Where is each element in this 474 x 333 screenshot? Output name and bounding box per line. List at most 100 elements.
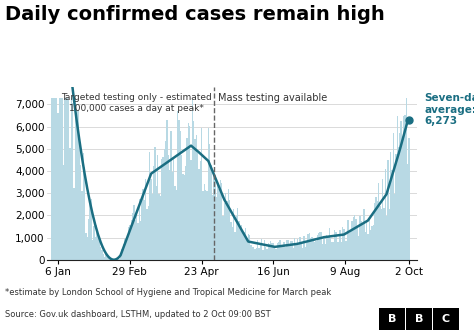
Bar: [200, 161, 201, 260]
Bar: [325, 244, 326, 260]
Bar: [261, 239, 262, 260]
Bar: [228, 189, 229, 260]
Bar: [105, 253, 107, 260]
Bar: [258, 248, 260, 260]
Bar: [125, 240, 127, 260]
Bar: [216, 197, 217, 260]
Bar: [213, 170, 214, 260]
Bar: [206, 191, 208, 260]
Bar: [361, 221, 362, 260]
Bar: [253, 247, 254, 260]
Bar: [318, 233, 319, 260]
Bar: [274, 248, 275, 260]
Bar: [168, 155, 169, 260]
Bar: [286, 239, 287, 260]
Bar: [297, 239, 298, 260]
Bar: [409, 138, 410, 260]
Bar: [210, 165, 212, 260]
Bar: [238, 221, 239, 260]
Bar: [384, 169, 386, 260]
Bar: [107, 255, 108, 260]
Bar: [290, 241, 292, 260]
Bar: [246, 240, 247, 260]
Bar: [245, 228, 246, 260]
Bar: [351, 221, 353, 260]
Bar: [109, 258, 110, 260]
Bar: [118, 258, 120, 260]
Bar: [356, 228, 358, 260]
Bar: [117, 259, 118, 260]
Bar: [339, 230, 341, 260]
Bar: [60, 98, 61, 260]
Bar: [264, 240, 265, 260]
Bar: [181, 155, 182, 260]
Bar: [382, 179, 383, 260]
Bar: [345, 241, 346, 260]
Bar: [401, 121, 402, 260]
Bar: [212, 195, 213, 260]
Bar: [363, 209, 365, 260]
Bar: [390, 152, 391, 260]
Bar: [280, 240, 281, 260]
Bar: [87, 237, 88, 260]
Bar: [311, 237, 313, 260]
Bar: [163, 158, 164, 260]
Bar: [257, 240, 258, 260]
Bar: [406, 98, 407, 260]
Bar: [349, 233, 350, 260]
Bar: [302, 248, 303, 260]
Bar: [88, 219, 89, 260]
Bar: [273, 243, 274, 260]
Bar: [95, 237, 96, 260]
Bar: [255, 248, 257, 260]
Bar: [399, 133, 401, 260]
Bar: [341, 242, 342, 260]
Bar: [285, 246, 286, 260]
Bar: [158, 194, 160, 260]
Bar: [387, 160, 389, 260]
Bar: [100, 247, 101, 260]
Bar: [101, 250, 102, 260]
Bar: [222, 216, 224, 260]
Bar: [209, 144, 210, 260]
Bar: [219, 180, 221, 260]
Text: B: B: [415, 314, 423, 324]
Bar: [128, 226, 129, 260]
Bar: [51, 98, 52, 260]
Bar: [208, 128, 209, 260]
Bar: [350, 232, 351, 260]
Bar: [267, 242, 269, 260]
Bar: [386, 216, 387, 260]
Bar: [161, 159, 163, 260]
Bar: [146, 209, 148, 260]
Bar: [65, 98, 67, 260]
Bar: [156, 186, 157, 260]
Bar: [136, 215, 137, 260]
Bar: [123, 244, 124, 260]
Bar: [143, 189, 144, 260]
Bar: [104, 257, 105, 260]
Bar: [241, 225, 242, 260]
Bar: [373, 225, 374, 260]
Bar: [77, 110, 79, 260]
Bar: [398, 147, 399, 260]
Bar: [59, 98, 60, 260]
Bar: [230, 222, 232, 260]
Bar: [169, 169, 171, 260]
Bar: [362, 224, 363, 260]
Bar: [82, 153, 84, 260]
Bar: [328, 228, 330, 260]
Bar: [54, 98, 55, 260]
Bar: [52, 98, 54, 260]
Bar: [188, 123, 189, 260]
Text: *estimate by London School of Hygiene and Tropical Medicine for March peak: *estimate by London School of Hygiene an…: [5, 288, 331, 297]
Bar: [250, 245, 252, 260]
Bar: [378, 182, 379, 260]
Bar: [174, 186, 176, 260]
Bar: [177, 111, 178, 260]
Bar: [353, 216, 354, 260]
Bar: [91, 199, 92, 260]
Bar: [365, 232, 366, 260]
Bar: [289, 245, 290, 260]
Bar: [270, 241, 272, 260]
